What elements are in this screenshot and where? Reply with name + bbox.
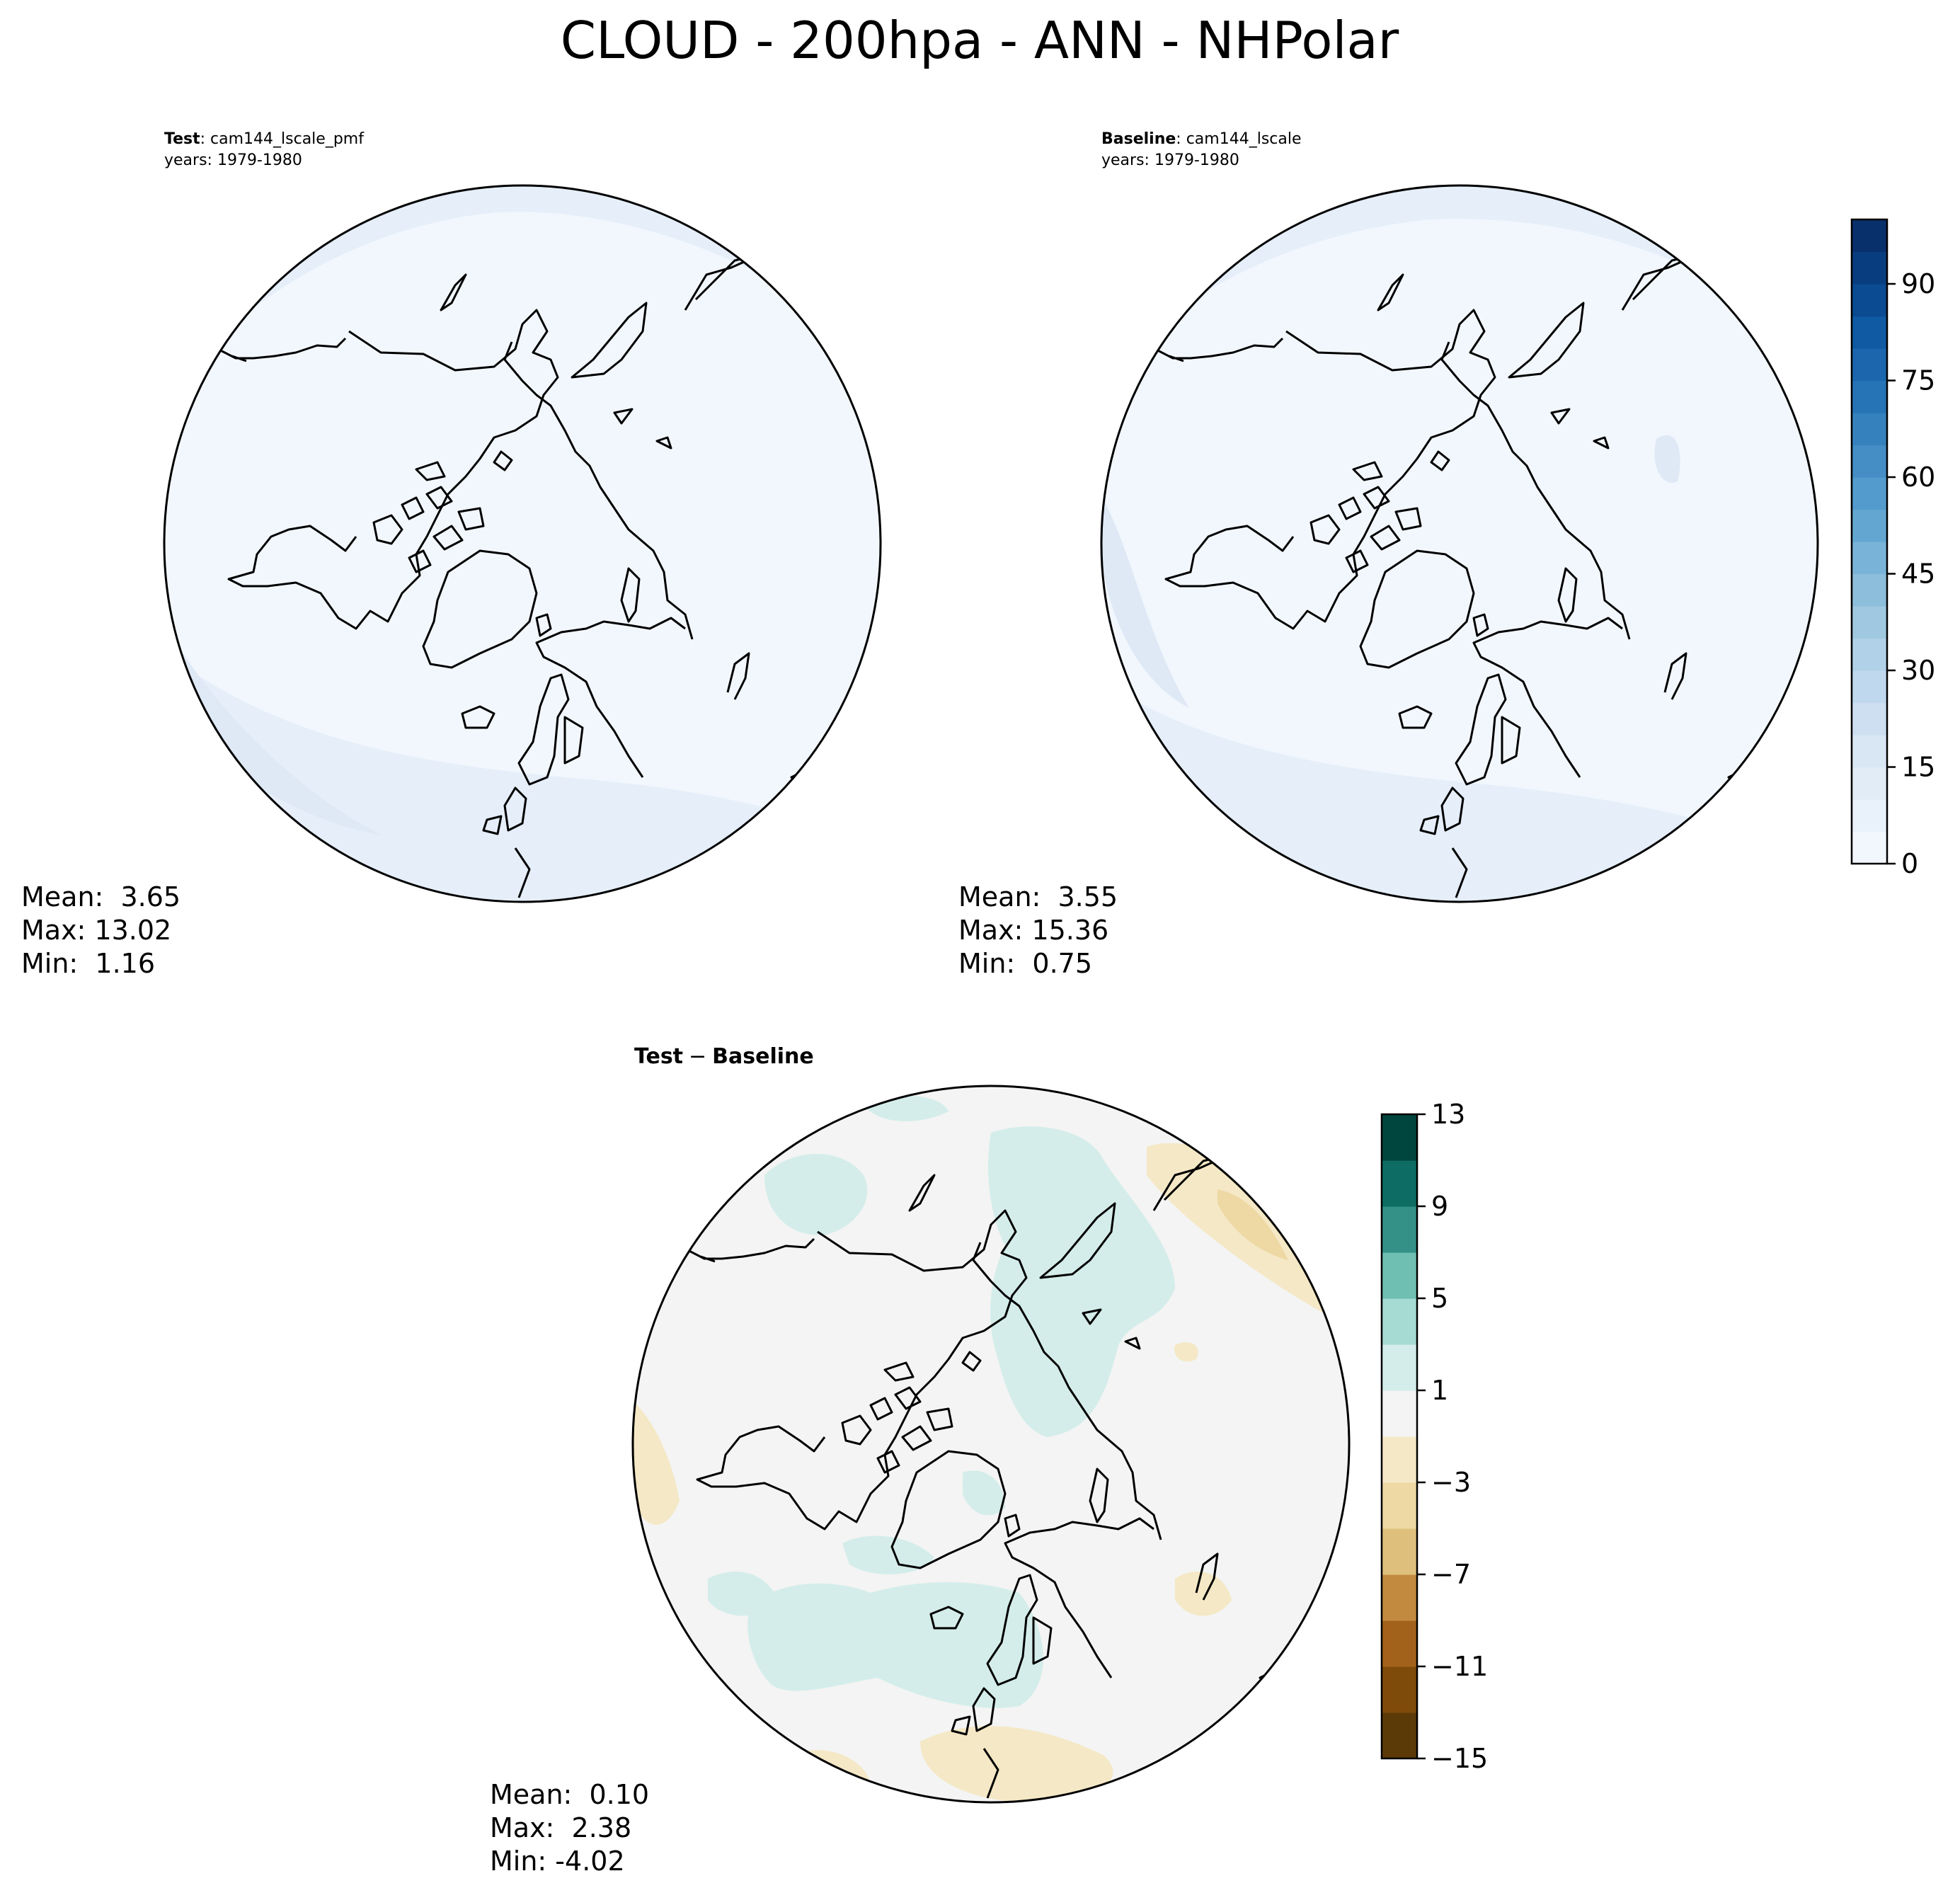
colorbar-diff-segment [1382,1390,1417,1437]
colorbar-diff-segment [1382,1528,1417,1575]
panel-baseline-label-rest: : cam144_lscale [1176,130,1301,148]
panel-test-label-rest: : cam144_lscale_pmf [200,130,365,148]
panel-baseline-label-bold: Baseline [1101,130,1176,148]
colorbar-diff-segment [1382,1436,1417,1483]
colorbar-main-tick-label: 15 [1901,752,1935,783]
colorbar-main-segment [1852,638,1887,671]
colorbar-diff-tick-label: 9 [1431,1191,1448,1222]
colorbar-main-segment [1852,509,1887,542]
panel-baseline-max: Max: 15.36 [958,915,1108,946]
panel-test-label-bold: Test [164,130,200,148]
colorbar-main-segment [1852,316,1887,349]
panel-diff-label-baseline: Baseline [712,1044,814,1069]
panel-baseline-min: Min: 0.75 [958,948,1092,979]
panel-test-map [164,185,881,902]
panel-diff-boundary [631,1085,1351,1804]
panel-diff-min: Min: -4.02 [490,1846,625,1877]
colorbar-main-segment [1852,445,1887,478]
colorbar-main-segment [1852,735,1887,768]
panel-test-min: Min: 1.16 [21,948,155,979]
colorbar-main-segment [1852,702,1887,736]
panel-diff-map [633,1086,1349,1802]
colorbar-main-tick-label: 45 [1901,559,1935,590]
colorbar-main-segment [1852,413,1887,446]
colorbar-main-tick-label: 75 [1901,365,1935,396]
panel-test-mean: Mean: 3.65 [21,881,180,912]
colorbar-main-segment [1852,606,1887,639]
colorbar-diff-segment [1382,1482,1417,1529]
colorbar-main-segment [1852,799,1887,833]
colorbar-diff-segment [1382,1160,1417,1207]
panel-baseline-mean: Mean: 3.55 [958,881,1118,912]
colorbar-main-segment [1852,348,1887,382]
colorbar-main-tick-label: 0 [1901,848,1918,879]
colorbar-diff-tick-label: 1 [1431,1375,1448,1406]
panel-diff-max: Max: 2.38 [490,1812,631,1843]
colorbar-diff-segment [1382,1712,1417,1759]
panel-test-boundary [163,184,882,903]
panel-test-label: Test: cam144_lscale_pmf [164,130,365,148]
panel-baseline-years: years: 1979-1980 [1101,151,1239,169]
colorbar-main-segment [1852,542,1887,575]
panel-baseline-boundary [1100,184,1819,903]
panel-baseline: Baseline: cam144_lscale years: 1979-1980… [958,130,1819,979]
colorbar-main-segment [1852,380,1887,413]
panel-baseline-label: Baseline: cam144_lscale [1101,130,1302,148]
colorbar-diff-segment [1382,1620,1417,1667]
panel-diff-label: Test − Baseline [634,1044,814,1069]
colorbar-main: 0 15 30 45 60 75 90 [1850,218,1935,879]
colorbar-main-segment [1852,219,1887,253]
panel-test: Test: cam144_lscale_pmf years: 1979-1980… [21,130,882,979]
panel-test-max: Max: 13.02 [21,915,171,946]
colorbar-main-segment [1852,251,1887,285]
panel-diff-label-test: Test [634,1044,683,1069]
colorbar-main-frame [1850,218,1889,865]
colorbar-main-tick-label: 30 [1901,655,1935,686]
colorbar-diff-segment [1382,1344,1417,1391]
colorbar-diff-segment [1382,1666,1417,1713]
colorbar-main-segment [1852,831,1887,864]
panel-diff-mean: Mean: 0.10 [490,1779,649,1810]
colorbar-diff-tick-label: 13 [1431,1099,1465,1130]
colorbar-diff-frame [1380,1113,1419,1760]
colorbar-main-segment [1852,284,1887,317]
colorbar-main-tick-label: 90 [1901,268,1935,299]
colorbar-main-segment [1852,670,1887,704]
colorbar-main-segment [1852,767,1887,800]
figure-title: CLOUD - 200hpa - ANN - NHPolar [561,11,1399,70]
colorbar-diff-tick-label: 5 [1431,1283,1448,1314]
colorbar-diff-segment [1382,1114,1417,1161]
colorbar-diff-tick-label: −11 [1431,1651,1488,1682]
colorbar-diff-segment [1382,1252,1417,1299]
colorbar-diff-segment [1382,1574,1417,1621]
colorbar-diff: 13 9 5 1 −3 −7 −11 −15 [1380,1099,1488,1774]
panel-diff-label-minus: − [689,1044,706,1069]
colorbar-diff-tick-label: −7 [1431,1559,1471,1590]
colorbar-main-segment [1852,573,1887,607]
panel-diff: Test − Baseline Mean: 0.10 [490,1044,1351,1877]
panel-baseline-map [1101,185,1818,902]
colorbar-diff-segment [1382,1298,1417,1345]
colorbar-diff-tick-label: −3 [1431,1467,1471,1498]
colorbar-main-tick-label: 60 [1901,462,1935,493]
colorbar-diff-tick-label: −15 [1431,1743,1488,1774]
colorbar-main-segment [1852,477,1887,510]
panel-test-years: years: 1979-1980 [164,151,302,169]
colorbar-diff-segment [1382,1206,1417,1253]
